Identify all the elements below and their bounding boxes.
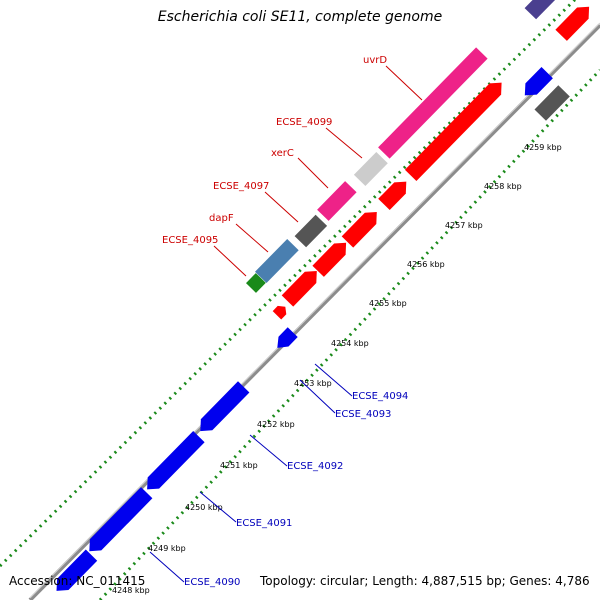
gene-label-ECSE_4093[interactable]: ECSE_4093 bbox=[335, 409, 391, 420]
gene-leader-line bbox=[264, 191, 299, 223]
position-tick-label: 4255 kbp bbox=[369, 299, 407, 308]
feature-4095-red[interactable] bbox=[312, 242, 347, 277]
feature-dapF-gray[interactable] bbox=[294, 214, 328, 248]
feature-green[interactable] bbox=[246, 273, 266, 293]
feature-rev-top2[interactable] bbox=[534, 85, 570, 121]
map-title: Escherichia coli SE11, complete genome bbox=[157, 9, 443, 25]
position-tick-label: 4251 kbp bbox=[220, 461, 258, 470]
gene-label-uvrD[interactable]: uvrD bbox=[363, 55, 387, 66]
position-tick-label: 4252 kbp bbox=[257, 420, 295, 429]
feature-uvrD-pink[interactable] bbox=[378, 47, 488, 159]
inner-tick-track bbox=[98, 68, 600, 600]
feature-4097-red[interactable] bbox=[378, 181, 407, 210]
gene-leader-line bbox=[297, 157, 329, 189]
gene-label-dapF[interactable]: dapF bbox=[209, 213, 234, 224]
position-tick-label: 4248 kbp bbox=[112, 586, 150, 595]
gene-label-ECSE_4092[interactable]: ECSE_4092 bbox=[287, 461, 343, 472]
gene-leader-line bbox=[299, 379, 336, 414]
feature-4092-blue[interactable] bbox=[147, 431, 205, 490]
feature-4091-blue[interactable] bbox=[89, 487, 153, 552]
feature-dapF-red[interactable] bbox=[341, 212, 377, 248]
feature-top-red[interactable] bbox=[555, 6, 590, 41]
gene-label-ECSE_4095[interactable]: ECSE_4095 bbox=[162, 235, 218, 246]
gene-label-ECSE_4099[interactable]: ECSE_4099 bbox=[276, 117, 332, 128]
position-tick-label: 4250 kbp bbox=[185, 503, 223, 512]
feature-small-red[interactable] bbox=[272, 305, 287, 320]
gene-leader-line bbox=[213, 245, 247, 277]
gene-label-ECSE_4090[interactable]: ECSE_4090 bbox=[184, 577, 240, 588]
position-tick-label: 4258 kbp bbox=[484, 182, 522, 191]
feature-4093-blue[interactable] bbox=[200, 381, 250, 432]
gene-leader-line bbox=[249, 434, 288, 467]
gene-leader-line bbox=[235, 223, 269, 253]
feature-rev-top1[interactable] bbox=[524, 67, 553, 96]
gene-label-xerC[interactable]: xerC bbox=[271, 148, 294, 159]
feature-4090-blue[interactable] bbox=[56, 549, 98, 591]
gene-leader-line bbox=[385, 65, 423, 101]
position-tick-label: 4257 kbp bbox=[445, 221, 483, 230]
feature-top-purple[interactable] bbox=[524, 0, 558, 20]
gene-leader-line bbox=[325, 127, 363, 159]
feature-4094-blue[interactable] bbox=[277, 327, 298, 348]
gene-leader-line bbox=[199, 491, 237, 523]
accession-text: Accession: NC_011415 bbox=[9, 574, 146, 588]
feature-4097-pink[interactable] bbox=[317, 181, 357, 221]
position-tick-label: 4253 kbp bbox=[294, 379, 332, 388]
position-tick-label: 4256 kbp bbox=[407, 260, 445, 269]
gene-label-ECSE_4091[interactable]: ECSE_4091 bbox=[236, 518, 292, 529]
gene-label-ECSE_4094[interactable]: ECSE_4094 bbox=[352, 391, 408, 402]
genome-backbone-highlight bbox=[29, 22, 600, 599]
feature-4095-blue[interactable] bbox=[255, 239, 299, 283]
position-tick-label: 4259 kbp bbox=[524, 143, 562, 152]
gene-label-ECSE_4097[interactable]: ECSE_4097 bbox=[213, 181, 269, 192]
gene-leader-line bbox=[149, 551, 185, 583]
position-tick-label: 4254 kbp bbox=[331, 339, 369, 348]
feature-xerC-gray[interactable] bbox=[353, 152, 388, 186]
outer-tick-track bbox=[0, 0, 577, 568]
position-tick-label: 4249 kbp bbox=[148, 544, 186, 553]
topology-text: Topology: circular; Length: 4,887,515 bp… bbox=[260, 574, 590, 588]
feature-4094-red[interactable] bbox=[281, 271, 317, 307]
feature-uvrD-red[interactable] bbox=[404, 82, 502, 181]
gene-leader-line bbox=[314, 363, 353, 397]
